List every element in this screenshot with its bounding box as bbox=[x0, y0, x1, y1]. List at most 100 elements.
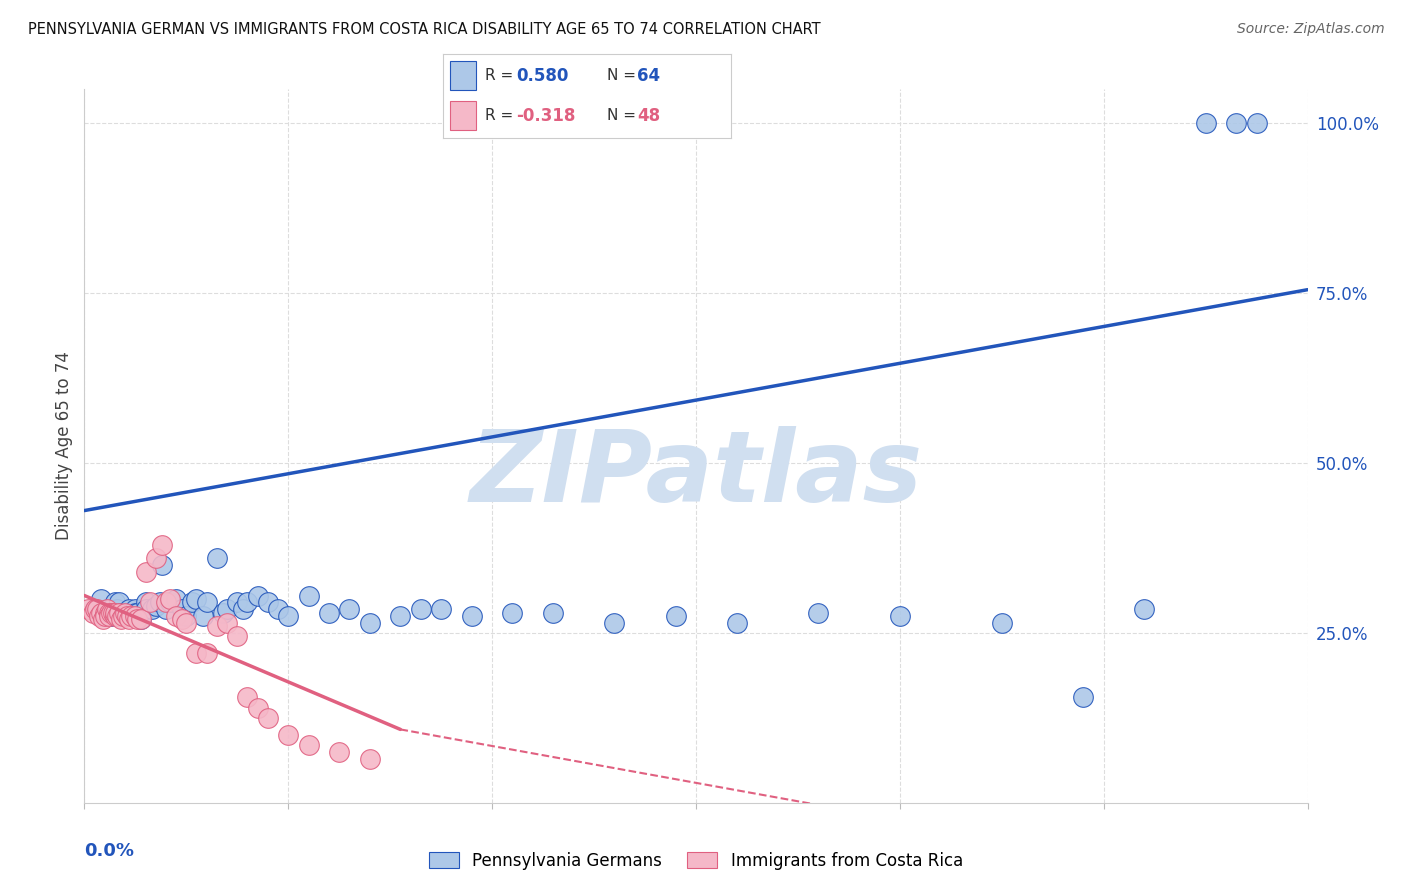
Point bbox=[217, 602, 239, 616]
Point bbox=[100, 608, 122, 623]
Bar bbox=[450, 62, 477, 90]
Point bbox=[104, 595, 127, 609]
Point bbox=[991, 615, 1014, 630]
Point bbox=[725, 615, 748, 630]
Point bbox=[145, 551, 167, 566]
Point bbox=[104, 608, 127, 623]
Point bbox=[124, 606, 146, 620]
Point bbox=[83, 602, 105, 616]
Point bbox=[93, 608, 117, 623]
Point bbox=[150, 537, 173, 551]
Point bbox=[118, 602, 141, 616]
Point bbox=[127, 612, 149, 626]
Text: 48: 48 bbox=[637, 107, 661, 125]
Point bbox=[93, 608, 117, 623]
Point bbox=[186, 591, 208, 606]
Text: 64: 64 bbox=[637, 67, 661, 85]
Point bbox=[889, 608, 911, 623]
Point bbox=[172, 612, 194, 626]
Point bbox=[124, 608, 146, 623]
Point bbox=[543, 606, 565, 620]
Point bbox=[430, 602, 453, 616]
Point bbox=[1133, 602, 1156, 616]
Point bbox=[277, 608, 299, 623]
Point bbox=[155, 602, 177, 616]
Point bbox=[93, 606, 117, 620]
Point bbox=[165, 591, 187, 606]
Point bbox=[110, 612, 132, 626]
Point bbox=[232, 602, 254, 616]
Point bbox=[172, 602, 194, 616]
Point bbox=[318, 606, 340, 620]
Point bbox=[226, 629, 249, 643]
Point bbox=[217, 615, 239, 630]
Point bbox=[97, 606, 120, 620]
Text: Source: ZipAtlas.com: Source: ZipAtlas.com bbox=[1237, 22, 1385, 37]
Point bbox=[108, 595, 131, 609]
Point bbox=[115, 608, 138, 623]
Point bbox=[135, 602, 157, 616]
Point bbox=[114, 606, 136, 620]
Point bbox=[603, 615, 626, 630]
Point bbox=[212, 606, 235, 620]
Point bbox=[236, 690, 259, 705]
Point bbox=[461, 608, 484, 623]
Point bbox=[181, 595, 204, 609]
Point bbox=[502, 606, 524, 620]
Point bbox=[159, 591, 181, 606]
Y-axis label: Disability Age 65 to 74: Disability Age 65 to 74 bbox=[55, 351, 73, 541]
Point bbox=[807, 606, 830, 620]
Text: ZIPatlas: ZIPatlas bbox=[470, 426, 922, 523]
Point bbox=[112, 608, 135, 623]
Bar bbox=[450, 101, 477, 130]
Point bbox=[1225, 116, 1247, 130]
Point bbox=[277, 728, 299, 742]
Point bbox=[359, 751, 381, 765]
Point bbox=[104, 606, 127, 620]
Point bbox=[96, 602, 118, 616]
Point bbox=[131, 612, 153, 626]
Point bbox=[159, 595, 181, 609]
Point bbox=[118, 612, 141, 626]
Point bbox=[267, 602, 290, 616]
Point bbox=[298, 738, 321, 752]
Point bbox=[186, 646, 208, 660]
Point bbox=[176, 615, 198, 630]
Point bbox=[115, 606, 138, 620]
Point bbox=[87, 608, 110, 623]
Point bbox=[97, 602, 120, 616]
Point bbox=[97, 608, 120, 623]
Point bbox=[77, 602, 100, 616]
Point bbox=[120, 608, 142, 623]
Point bbox=[90, 606, 112, 620]
Point bbox=[86, 602, 108, 616]
Point bbox=[105, 608, 128, 623]
Point bbox=[246, 700, 269, 714]
Point bbox=[1073, 690, 1095, 705]
Point bbox=[205, 551, 228, 566]
Point bbox=[127, 606, 149, 620]
Text: -0.318: -0.318 bbox=[516, 107, 576, 125]
Point bbox=[236, 595, 259, 609]
Point bbox=[165, 608, 187, 623]
Point bbox=[246, 589, 269, 603]
Point bbox=[298, 589, 321, 603]
Point bbox=[141, 602, 163, 616]
Point bbox=[108, 606, 131, 620]
Text: N =: N = bbox=[607, 68, 636, 83]
Point bbox=[176, 608, 198, 623]
Point bbox=[150, 558, 173, 572]
Point bbox=[1195, 116, 1218, 130]
Point bbox=[120, 608, 142, 623]
Point bbox=[1246, 116, 1268, 130]
Point bbox=[101, 606, 124, 620]
Point bbox=[665, 608, 688, 623]
Point bbox=[195, 646, 218, 660]
Point bbox=[191, 608, 214, 623]
Point bbox=[145, 599, 167, 613]
Point bbox=[226, 595, 249, 609]
Point bbox=[257, 595, 280, 609]
Text: R =: R = bbox=[485, 108, 513, 123]
Point bbox=[149, 595, 172, 609]
Point bbox=[110, 606, 132, 620]
